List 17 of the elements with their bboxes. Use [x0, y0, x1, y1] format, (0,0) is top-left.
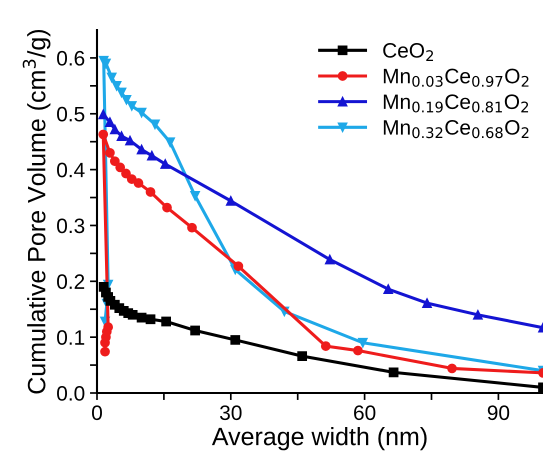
legend-label: Mn$_{0.32}$Ce$_{0.68}$O$_{2}$ [384, 120, 528, 138]
y-tick-label: 0.3 [57, 218, 84, 234]
y-tick-label: 0.5 [57, 106, 84, 122]
legend-label: CeO$_{2}$ [383, 43, 434, 61]
legend-label: Mn$_{0.03}$Ce$_{0.97}$O$_{2}$ [384, 68, 528, 87]
y-tick-label: 0.4 [57, 162, 85, 178]
x-axis-title: Average width (nm) [212, 427, 427, 450]
y-tick-label: 0.2 [57, 274, 84, 290]
x-tick-label: 90 [488, 405, 510, 420]
y-tick-label: 0.6 [57, 50, 84, 66]
x-tick-label: 30 [220, 405, 242, 420]
text: 0.0 [57, 386, 84, 401]
legend-label: Mn$_{0.19}$Ce$_{0.81}$O$_{2}$ [384, 94, 528, 113]
x-tick-label: 60 [354, 405, 376, 420]
y-axis-title: Cumulative Pore Volume (cm$^{3}$/g) [22, 30, 50, 394]
y-tick-label: 0.1 [57, 330, 84, 345]
x-tick-label: 0 [92, 405, 102, 420]
